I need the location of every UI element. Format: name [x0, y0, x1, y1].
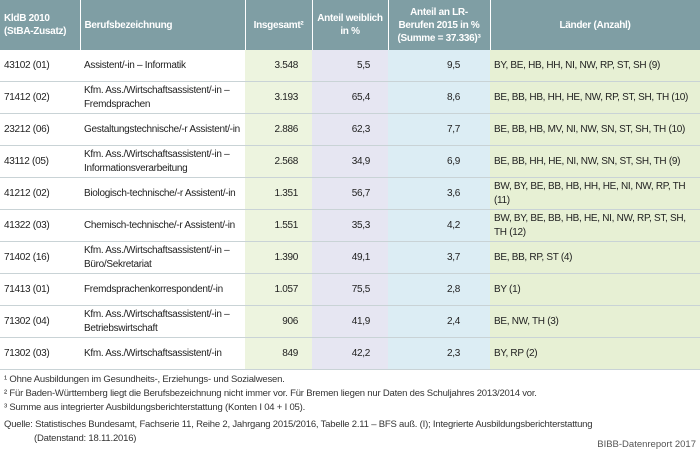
column-header: Anteil an LR- Berufen 2015 in % (Summe =… [388, 0, 491, 50]
table-cell: 1.057 [245, 273, 312, 306]
table-cell: Kfm. Ass./Wirtschaftsassistent/-in – Bür… [80, 241, 245, 274]
table-cell: 9,5 [388, 50, 490, 82]
table-cell: 2.886 [245, 113, 312, 146]
table-cell: 35,3 [312, 209, 388, 242]
table-cell: 75,5 [312, 273, 388, 306]
table-cell: 3,7 [388, 241, 490, 274]
table-cell: 71402 (16) [0, 241, 80, 274]
table-row: 71402 (16) Kfm. Ass./Wirtschaftsassistent… [0, 241, 700, 274]
table-cell: 41212 (02) [0, 177, 80, 210]
table-row: 71302 (04) Kfm. Ass./Wirtschaftsassistent… [0, 305, 700, 338]
table-cell: 906 [245, 305, 312, 338]
table-cell: Kfm. Ass./Wirtschaftsassistent/-in – Bet… [80, 305, 245, 338]
column-header: Länder (Anzahl) [490, 0, 700, 50]
table-row: 41212 (02) Biologisch-technische/-r Assis… [0, 177, 700, 210]
table-cell: 3,6 [388, 177, 490, 210]
table-cell: BE, BB, RP, ST (4) [490, 241, 700, 274]
table-row: 43112 (05) Kfm. Ass./Wirtschaftsassistent… [0, 145, 700, 178]
table-cell: 56,7 [312, 177, 388, 210]
table-row: 71412 (02) Kfm. Ass./Wirtschaftsassistent… [0, 81, 700, 114]
table-cell: 71412 (02) [0, 81, 80, 114]
table-cell: BE, BB, HH, HE, NI, NW, SN, ST, SH, TH (… [490, 145, 700, 178]
source-line: (Datenstand: 18.11.2016) [34, 433, 137, 444]
table-row: 41322 (03) Chemisch-technische/-r Assiste… [0, 209, 700, 242]
table-row: 71413 (01) Fremdsprachenkorrespondent/-in… [0, 273, 700, 306]
table-cell: BE, BB, HB, MV, NI, NW, SN, ST, SH, TH (… [490, 113, 700, 146]
table-cell: 34,9 [312, 145, 388, 178]
footnotes: ¹ Ohne Ausbildungen im Gesundheits-, Erz… [4, 373, 593, 446]
table-cell: 1.351 [245, 177, 312, 210]
column-header: KldB 2010 (StBA-Zusatz) [0, 0, 81, 50]
table-row: 23212 (06) Gestaltungstechnische/-r Assis… [0, 113, 700, 146]
table-row: 43102 (01) Assistent/-in – Informatik 3.54… [0, 50, 700, 82]
table-cell: 849 [245, 337, 312, 370]
table-cell: 41322 (03) [0, 209, 80, 242]
table-cell: 2,8 [388, 273, 490, 306]
table-cell: Gestaltungstechnische/-r Assistent/-in [80, 113, 245, 146]
table-cell: 3.548 [245, 50, 312, 82]
source: Quelle: Statistisches Bundesamt, Fachser… [4, 418, 593, 446]
table-cell: 71302 (04) [0, 305, 80, 338]
footnote: ³ Summe aus integrierter Ausbildungsberi… [4, 402, 306, 413]
table-cell: BE, BB, HB, HH, HE, NW, RP, ST, SH, TH (… [490, 81, 700, 114]
table-cell: BW, BY, BE, BB, HB, HE, NI, NW, RP, ST, … [490, 209, 700, 242]
table-cell: 62,3 [312, 113, 388, 146]
table-cell: 71302 (03) [0, 337, 80, 370]
table-cell: Chemisch-technische/-r Assistent/-in [80, 209, 245, 242]
table-cell: 2.568 [245, 145, 312, 178]
source-line: Quelle: Statistisches Bundesamt, Fachser… [4, 419, 593, 430]
table-cell: Biologisch-technische/-r Assistent/-in [80, 177, 245, 210]
table-cell: Kfm. Ass./Wirtschaftsassistent/-in – Fre… [80, 81, 245, 114]
column-header: Insgesamt² [245, 0, 313, 50]
table-cell: Kfm. Ass./Wirtschaftsassistent/-in – Inf… [80, 145, 245, 178]
table-cell: BW, BY, BE, BB, HB, HH, HE, NI, NW, RP, … [490, 177, 700, 210]
table-cell: BY, BE, HB, HH, NI, NW, RP, ST, SH (9) [490, 50, 700, 82]
table-cell: Fremdsprachenkorrespondent/-in [80, 273, 245, 306]
table-cell: 2,3 [388, 337, 490, 370]
table-cell: 1.390 [245, 241, 312, 274]
table-cell: 4,2 [388, 209, 490, 242]
table-cell: 71413 (01) [0, 273, 80, 306]
credit: BIBB-Datenreport 2017 [597, 439, 696, 450]
table-body: 43102 (01) Assistent/-in – Informatik 3.54… [0, 50, 700, 370]
table-cell: 65,4 [312, 81, 388, 114]
table-cell: 43102 (01) [0, 50, 80, 82]
table-cell: 6,9 [388, 145, 490, 178]
table-cell: Kfm. Ass./Wirtschaftsassistent/-in [80, 337, 245, 370]
table-cell: 7,7 [388, 113, 490, 146]
column-header: Anteil weiblich in % [312, 0, 389, 50]
table-cell: 41,9 [312, 305, 388, 338]
table-cell: BY, RP (2) [490, 337, 700, 370]
table-cell: 2,4 [388, 305, 490, 338]
table-cell: 43112 (05) [0, 145, 80, 178]
footnote-list: ¹ Ohne Ausbildungen im Gesundheits-, Erz… [4, 373, 592, 415]
table-row: 71302 (03) Kfm. Ass./Wirtschaftsassistent… [0, 337, 700, 370]
table-cell: 1.551 [245, 209, 312, 242]
table-cell: 42,2 [312, 337, 388, 370]
table-cell: Assistent/-in – Informatik [80, 50, 245, 82]
table-cell: 49,1 [312, 241, 388, 274]
table-cell: BY (1) [490, 273, 700, 306]
table-cell: 23212 (06) [0, 113, 80, 146]
table-cell: 3.193 [245, 81, 312, 114]
table-cell: 5,5 [312, 50, 388, 82]
table-cell: 8,6 [388, 81, 490, 114]
table-cell: BE, NW, TH (3) [490, 305, 700, 338]
footnote: ² Für Baden-Württemberg liegt die Berufs… [4, 388, 537, 399]
header-row: KldB 2010 (StBA-Zusatz) Berufsbezeichnung… [0, 0, 700, 50]
footnote: ¹ Ohne Ausbildungen im Gesundheits-, Erz… [4, 374, 285, 385]
data-table: KldB 2010 (StBA-Zusatz) Berufsbezeichnung… [0, 0, 700, 370]
column-header: Berufsbezeichnung [80, 0, 246, 50]
